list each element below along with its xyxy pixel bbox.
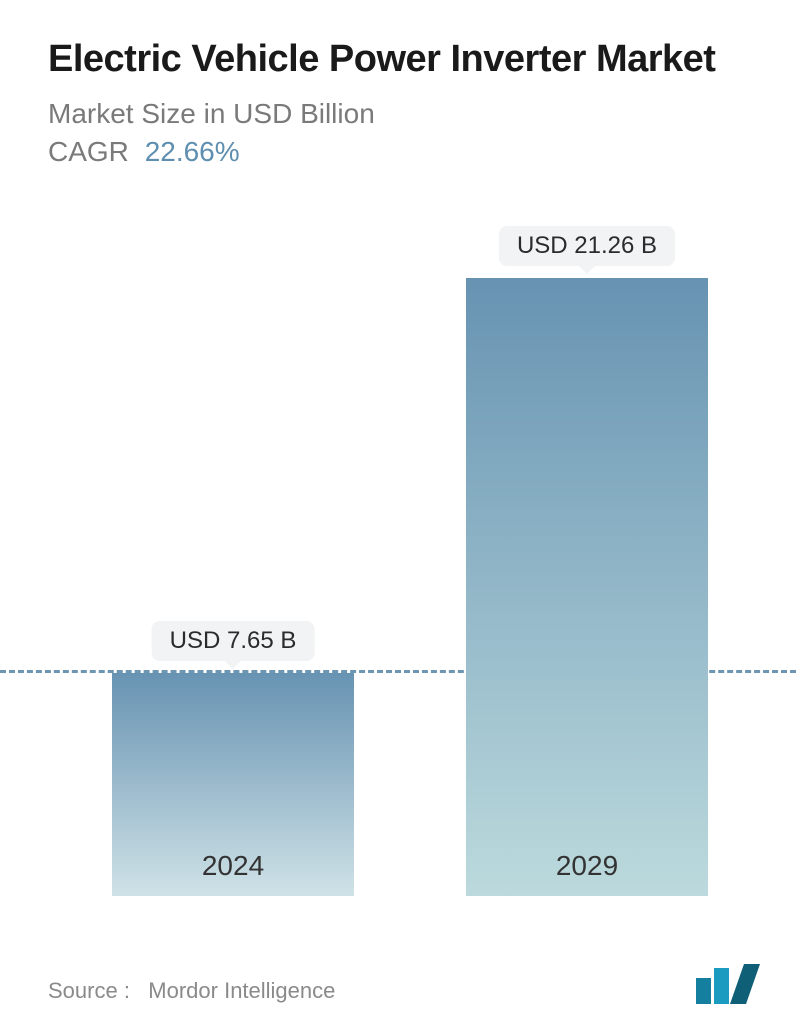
source-attribution: Source : Mordor Intelligence [48, 978, 335, 1004]
value-badge-2029: USD 21.26 B [499, 226, 675, 266]
x-label-2024: 2024 [202, 850, 264, 882]
footer: Source : Mordor Intelligence [48, 964, 760, 1004]
cagr-label: CAGR [48, 136, 129, 167]
logo-svg [694, 964, 760, 1004]
value-badge-2024: USD 7.65 B [152, 621, 315, 661]
cagr-row: CAGR 22.66% [48, 136, 760, 168]
chart-plot-area: USD 7.65 B 2024 USD 21.26 B 2029 [48, 178, 760, 957]
cagr-value: 22.66% [145, 136, 240, 167]
bar-2029: USD 21.26 B 2029 [466, 278, 708, 896]
chart-title: Electric Vehicle Power Inverter Market [48, 36, 760, 84]
bar-2024: USD 7.65 B 2024 [112, 673, 354, 896]
source-label: Source : [48, 978, 130, 1003]
mordor-logo-icon [694, 964, 760, 1004]
x-label-2029: 2029 [556, 850, 618, 882]
bar-fill-2029 [466, 278, 708, 896]
chart-subtitle: Market Size in USD Billion [48, 98, 760, 130]
source-name: Mordor Intelligence [148, 978, 335, 1003]
